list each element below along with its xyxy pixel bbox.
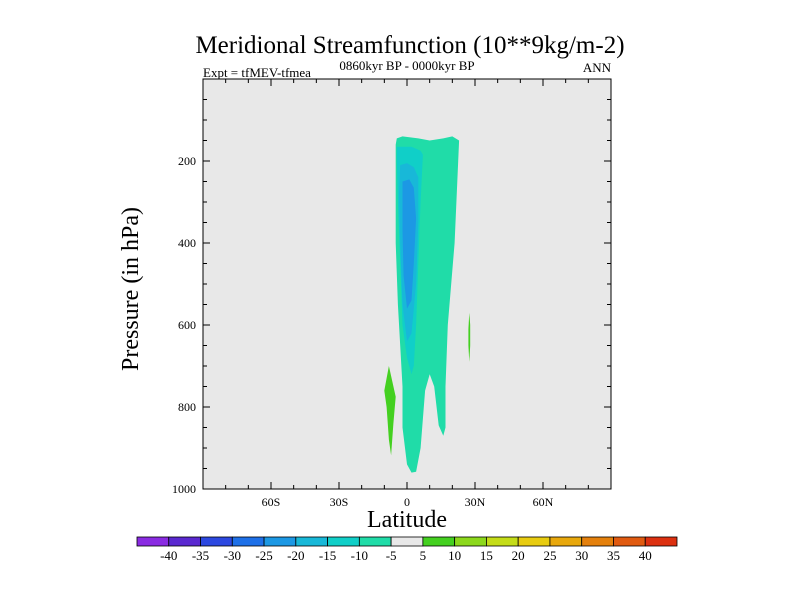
y-tick-label: 600 xyxy=(178,318,196,332)
y-tick-label: 1000 xyxy=(172,482,196,496)
colorbar-label: -20 xyxy=(287,548,304,563)
colorbar-swatch xyxy=(549,536,583,547)
colorbar-label: -10 xyxy=(351,548,368,563)
subtitle-right: ANN xyxy=(583,60,612,75)
contour-region-positive-lobe-north xyxy=(468,312,471,362)
colorbar-swatch xyxy=(358,536,392,547)
colorbar-swatch xyxy=(517,536,551,547)
x-axis: 60S 30S 0 30N 60N xyxy=(225,79,589,509)
colorbar-swatch xyxy=(644,536,678,547)
colorbar-label: 10 xyxy=(448,548,461,563)
colorbar-label: -5 xyxy=(386,548,397,563)
colorbar-swatch xyxy=(390,536,424,547)
y-tick-label: 400 xyxy=(178,236,196,250)
colorbar-label: 30 xyxy=(575,548,588,563)
colorbar-swatch xyxy=(168,536,201,547)
colorbar: -40 -35 -30 -25 -20 -15 -10 -5 5 10 15 20 25 30 35 40 xyxy=(136,536,678,563)
x-tick-label: 60N xyxy=(533,495,554,509)
colorbar-label: -15 xyxy=(319,548,336,563)
colorbar-swatch xyxy=(581,536,614,547)
subtitle-center: 0860kyr BP - 0000kyr BP xyxy=(339,58,474,73)
colorbar-label: -35 xyxy=(192,548,209,563)
colorbar-label: -30 xyxy=(224,548,241,563)
x-tick-label: 30N xyxy=(465,495,486,509)
x-axis-label: Latitude xyxy=(367,507,447,533)
colorbar-label: 5 xyxy=(420,548,427,563)
colorbar-label: -40 xyxy=(160,548,177,563)
x-tick-label: 60S xyxy=(262,495,281,509)
colorbar-label: -25 xyxy=(255,548,272,563)
colorbar-swatch xyxy=(422,536,456,547)
colorbar-swatch xyxy=(200,536,233,547)
colorbar-swatch xyxy=(327,536,360,547)
subtitle-left: Expt = tfMEV-tfmea xyxy=(203,65,311,80)
colorbar-swatch xyxy=(486,536,519,547)
x-tick-label: 30S xyxy=(330,495,349,509)
colorbar-swatch xyxy=(263,536,297,547)
colorbar-label: 15 xyxy=(480,548,493,563)
colorbar-swatch xyxy=(231,536,265,547)
contour-region-positive-lobe-south xyxy=(384,366,396,456)
y-axis: 200 400 600 800 1000 xyxy=(172,99,611,496)
colorbar-label: 25 xyxy=(543,548,556,563)
y-tick-label: 800 xyxy=(178,400,196,414)
colorbar-swatch xyxy=(613,536,646,547)
colorbar-label: 35 xyxy=(607,548,620,563)
plot-area xyxy=(202,78,612,490)
colorbar-swatch xyxy=(454,536,487,547)
contour-region-peak-negative-core xyxy=(402,179,417,309)
colorbar-swatch xyxy=(295,536,328,547)
colorbar-label: 40 xyxy=(639,548,652,563)
colorbar-swatch xyxy=(136,536,170,547)
colorbar-label: 20 xyxy=(512,548,525,563)
chart-title: Meridional Streamfunction (10**9kg/m-2) xyxy=(195,32,624,59)
x-tick-label: 0 xyxy=(404,495,410,509)
y-axis-label: Pressure (in hPa) xyxy=(118,207,144,371)
y-tick-label: 200 xyxy=(178,154,196,168)
